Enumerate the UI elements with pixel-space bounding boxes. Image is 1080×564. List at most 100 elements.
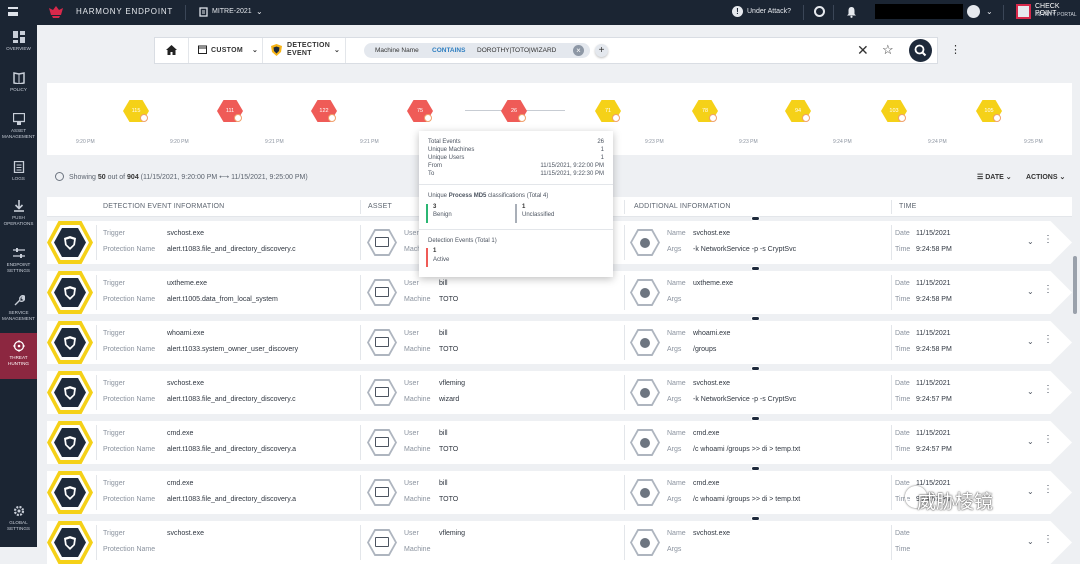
date-label: Date <box>895 430 910 437</box>
column-header[interactable]: DETECTION EVENT INFORMATION <box>103 203 225 210</box>
clear-query-icon[interactable]: ✕ <box>857 42 869 58</box>
row-menu-icon[interactable]: ⋮ <box>1043 484 1053 495</box>
time-label: Time <box>895 346 911 353</box>
avatar[interactable] <box>967 5 980 18</box>
table-row[interactable]: Trigger svchost.exe Protection Name alert.t… <box>47 371 1072 414</box>
row-menu-icon[interactable]: ⋮ <box>1043 284 1053 295</box>
date-value: 11/15/2021 <box>916 230 951 237</box>
table-row[interactable]: Trigger svchost.exe Protection Name User vfl… <box>47 521 1072 564</box>
row-menu-icon[interactable]: ⋮ <box>1043 334 1053 345</box>
divider <box>360 200 361 214</box>
sidebar: OVERVIEW POLICY ASSET MANAGEMENT LOGS PU… <box>0 25 37 547</box>
bell-icon[interactable] <box>846 6 857 18</box>
remove-filter-icon[interactable]: × <box>573 45 584 56</box>
sidebar-item-threat-hunting[interactable]: THREAT HUNTING <box>0 333 37 379</box>
sidebar-item-endpoint-settings[interactable]: ENDPOINT SETTINGS <box>0 247 37 273</box>
active-count: 1 <box>433 248 437 254</box>
machine-value: TOTO <box>439 446 459 453</box>
expand-chevron-icon[interactable]: ⌄ <box>1027 387 1034 396</box>
home-button[interactable] <box>155 38 189 63</box>
search-button[interactable] <box>909 39 932 62</box>
divider <box>360 325 361 360</box>
favorite-star-icon[interactable]: ☆ <box>882 42 894 57</box>
column-header[interactable]: TIME <box>899 203 917 210</box>
asset-icon <box>12 113 25 125</box>
row-menu-icon[interactable]: ⋮ <box>1043 434 1053 445</box>
md5-title: Unique Process MD5 classifications (Tota… <box>428 193 604 199</box>
machine-value: TOTO <box>439 346 459 353</box>
sidebar-item-label: HUNTING <box>8 360 29 366</box>
project-selector[interactable]: MITRE-2021 <box>212 8 252 15</box>
more-options-icon[interactable]: ⋮ <box>950 44 961 56</box>
actions-label: ACTIONS <box>1026 174 1058 181</box>
event-source-dropdown[interactable]: DETECTION EVENT ⌄ <box>263 38 346 63</box>
sidebar-item-push-operations[interactable]: PUSH OPERATIONS <box>0 200 37 226</box>
query-mode-dropdown[interactable]: CUSTOM ⌄ <box>189 38 263 63</box>
process-gear-icon <box>630 279 660 306</box>
expand-chevron-icon[interactable]: ⌄ <box>1027 437 1034 446</box>
sidebar-item-policy[interactable]: POLICY <box>0 72 37 93</box>
table-row[interactable]: Trigger whoami.exe Protection Name alert.t1… <box>47 321 1072 364</box>
add-filter-button[interactable]: + <box>595 44 608 57</box>
divider <box>891 375 892 410</box>
process-name-value: uxtheme.exe <box>693 280 734 287</box>
sidebar-item-label: LOGS <box>12 176 25 181</box>
filter-chip[interactable]: Machine Name CONTAINS DOROTHY|TOTO|WIZAR… <box>364 43 590 58</box>
menu-icon[interactable] <box>8 7 18 16</box>
column-header[interactable]: ADDITIONAL INFORMATION <box>634 203 731 210</box>
benign-label: Benign <box>433 212 452 218</box>
table-row[interactable]: Trigger uxtheme.exe Protection Name alert.t… <box>47 271 1072 314</box>
divider <box>360 475 361 510</box>
table-row[interactable]: Trigger cmd.exe Protection Name alert.t1083… <box>47 421 1072 464</box>
alert-icon[interactable]: ! <box>732 6 743 17</box>
args-value: /c whoami /groups >> di > temp.txt <box>693 496 801 503</box>
sidebar-item-service-management[interactable]: SERVICE MANAGEMENT <box>0 295 37 321</box>
actions-dropdown[interactable]: ACTIONS ⌄ <box>1026 174 1066 181</box>
user-label: User <box>404 230 419 237</box>
divider <box>96 525 97 560</box>
chevron-down-icon[interactable]: ⌄ <box>986 7 993 16</box>
computer-icon <box>367 279 397 306</box>
connector-node-icon <box>751 466 760 471</box>
bubble-badge-icon <box>709 114 717 122</box>
dashboard-icon <box>12 31 25 43</box>
time-label: Time <box>895 546 911 553</box>
help-icon[interactable] <box>814 6 825 17</box>
divider <box>833 5 834 20</box>
watermark: 威胁棱镜 <box>917 491 994 513</box>
sidebar-item-asset-management[interactable]: ASSET MANAGEMENT <box>0 113 37 139</box>
row-menu-icon[interactable]: ⋮ <box>1043 534 1053 545</box>
sidebar-item-overview[interactable]: OVERVIEW <box>0 31 37 52</box>
row-menu-icon[interactable]: ⋮ <box>1043 234 1053 245</box>
divider <box>803 5 804 20</box>
trigger-label: Trigger <box>103 380 125 387</box>
expand-chevron-icon[interactable]: ⌄ <box>1027 487 1034 496</box>
name-label: Name <box>667 480 686 487</box>
expand-chevron-icon[interactable]: ⌄ <box>1027 237 1034 246</box>
connector-node-icon <box>751 266 760 271</box>
summary-mid: out of <box>107 174 126 181</box>
divider <box>96 325 97 360</box>
name-label: Name <box>667 230 686 237</box>
expand-chevron-icon[interactable]: ⌄ <box>1027 537 1034 546</box>
row-menu-icon[interactable]: ⋮ <box>1043 384 1053 395</box>
sort-icon: ☰ <box>977 174 986 181</box>
table-row[interactable]: Trigger cmd.exe Protection Name alert.t1083… <box>47 471 1072 514</box>
under-attack-link[interactable]: Under Attack? <box>747 8 791 15</box>
timeline-tick-label: 9:20 PM <box>170 139 189 145</box>
timeline-tick-label: 9:23 PM <box>739 139 758 145</box>
sort-dropdown[interactable]: ☰ DATE ⌄ <box>977 174 1012 181</box>
column-header[interactable]: ASSET <box>368 203 392 210</box>
timeline-tick-label: 9:24 PM <box>833 139 852 145</box>
push-icon <box>13 200 24 212</box>
summary-range: (11/15/2021, 9:20:00 PM ⟷ 11/15/2021, 9:… <box>140 174 308 181</box>
sidebar-item-global-settings[interactable]: GLOBAL SETTINGS <box>0 505 37 531</box>
trigger-label: Trigger <box>103 280 125 287</box>
sidebar-item-logs[interactable]: LOGS <box>0 161 37 182</box>
machine-label: Machine <box>404 346 431 353</box>
expand-chevron-icon[interactable]: ⌄ <box>1027 337 1034 346</box>
expand-chevron-icon[interactable]: ⌄ <box>1027 287 1034 296</box>
scrollbar[interactable] <box>1073 256 1077 314</box>
bubble-badge-icon <box>612 114 620 122</box>
chevron-down-icon[interactable]: ⌄ <box>256 7 263 16</box>
